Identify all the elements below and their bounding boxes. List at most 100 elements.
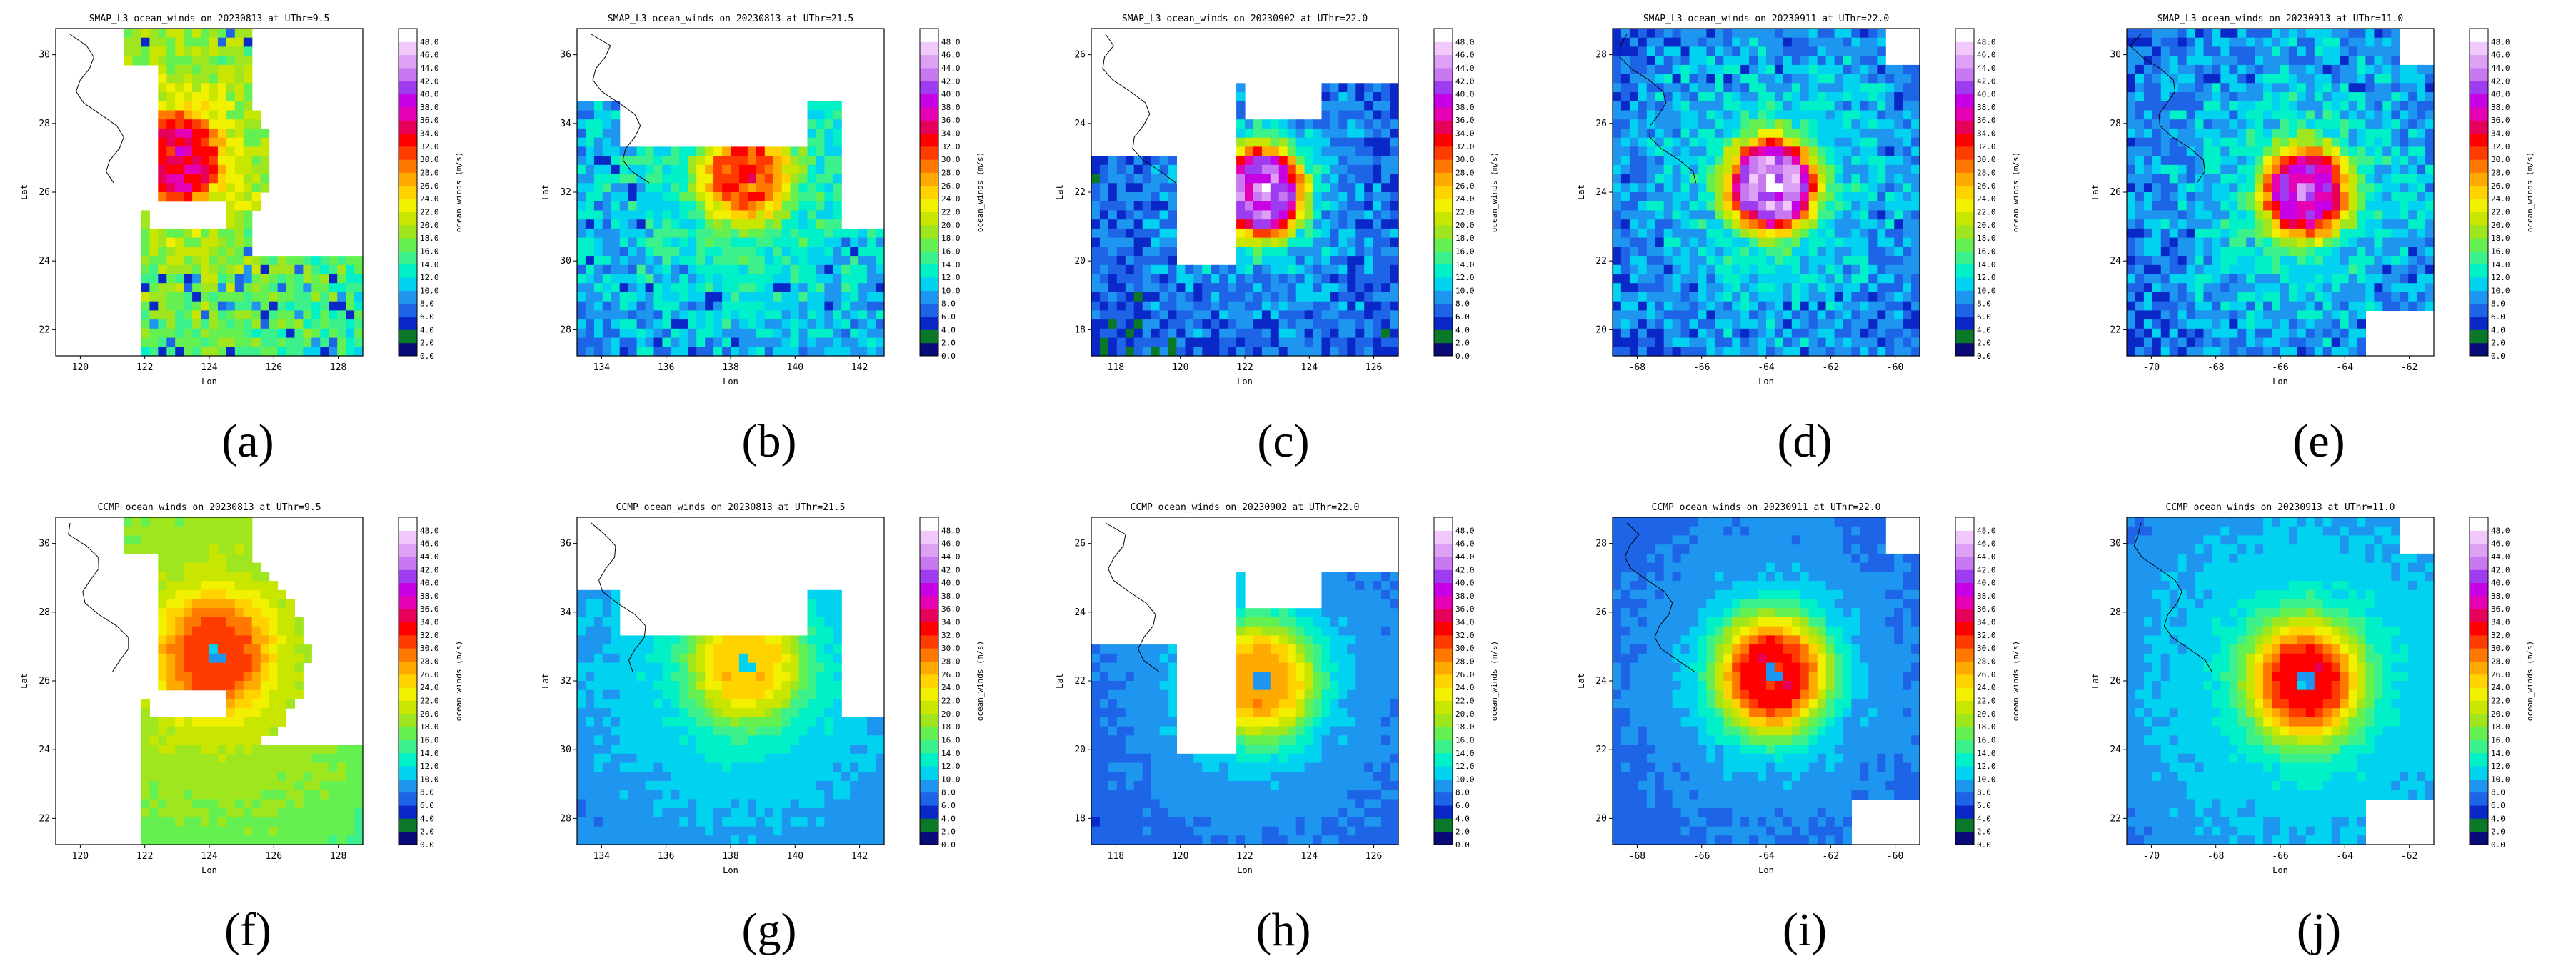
x-tick-label: -64 xyxy=(1758,362,1775,373)
colorbar-tick-label: 38.0 xyxy=(420,103,439,112)
caption-a: (a) xyxy=(221,415,274,467)
colorbar-tick-label: 0.0 xyxy=(1977,840,1991,850)
colorbar-tick-label: 4.0 xyxy=(1977,325,1991,334)
x-tick-label: -62 xyxy=(1823,362,1839,373)
x-tick-label: 128 xyxy=(330,362,346,373)
y-axis-label: Lat xyxy=(19,673,29,689)
x-tick-label: 126 xyxy=(1365,362,1382,373)
colorbar-tick-label: 4.0 xyxy=(1455,325,1470,334)
colorbar-tick-label: 42.0 xyxy=(1977,76,1996,86)
x-tick-label: 120 xyxy=(72,851,89,862)
colorbar-label: ocean_winds (m/s) xyxy=(976,152,985,233)
x-axis-label: Lon xyxy=(723,865,738,875)
y-tick-label: 22 xyxy=(1074,676,1086,687)
y-tick-label: 20 xyxy=(1074,256,1086,267)
colorbar-tick-label: 24.0 xyxy=(1455,683,1475,692)
caption-i: (i) xyxy=(1782,904,1828,956)
colorbar-tick-label: 4.0 xyxy=(2491,325,2505,334)
x-tick-label: -70 xyxy=(2143,851,2160,862)
colorbar-tick-label: 42.0 xyxy=(1455,76,1475,86)
colorbar-tick-label: 12.0 xyxy=(1977,762,1996,771)
x-tick-label: 120 xyxy=(72,362,89,373)
colorbar-tick-label: 8.0 xyxy=(941,788,956,797)
colorbar-tick-label: 4.0 xyxy=(1977,814,1991,823)
x-tick-label: 126 xyxy=(1365,851,1382,862)
x-tick-label: 126 xyxy=(266,851,282,862)
colorbar-tick-label: 10.0 xyxy=(2491,775,2510,784)
colorbar-tick-label: 6.0 xyxy=(2491,801,2505,810)
y-tick-label: 28 xyxy=(1595,539,1607,549)
y-axis-label: Lat xyxy=(541,184,551,200)
y-axis-label: Lat xyxy=(1055,673,1065,689)
colorbar-tick-label: 34.0 xyxy=(1455,618,1475,627)
y-tick-label: 22 xyxy=(1074,187,1086,198)
colorbar-tick-label: 28.0 xyxy=(1455,169,1475,178)
colorbar-tick-label: 38.0 xyxy=(420,592,439,601)
coastline xyxy=(1619,34,1697,184)
colorbar-tick-label: 30.0 xyxy=(1977,155,1996,164)
colorbar-tick-label: 30.0 xyxy=(1455,644,1475,653)
colorbar-tick-label: 12.0 xyxy=(420,762,439,771)
colorbar-tick-label: 6.0 xyxy=(420,312,434,322)
y-tick-label: 28 xyxy=(2110,607,2121,618)
x-tick-label: 120 xyxy=(1172,362,1188,373)
colorbar-tick-label: 24.0 xyxy=(941,194,961,204)
caption-h: (h) xyxy=(1256,904,1311,956)
colorbar-tick-label: 24.0 xyxy=(420,194,439,204)
colorbar-tick-label: 10.0 xyxy=(941,775,961,784)
y-axis-label: Lat xyxy=(1576,184,1586,200)
colorbar-tick-label: 4.0 xyxy=(420,325,434,334)
colorbar-tick-label: 30.0 xyxy=(1455,155,1475,164)
y-tick-label: 30 xyxy=(39,539,50,549)
map-panel-b: SMAP_L3 ocean_winds on 20230813 at UThr=… xyxy=(541,14,985,387)
colorbar-tick-label: 34.0 xyxy=(420,618,439,627)
colorbar-tick-label: 0.0 xyxy=(2491,840,2505,850)
map-panel-d: SMAP_L3 ocean_winds on 20230911 at UThr=… xyxy=(1576,14,2020,387)
colorbar-tick-label: 4.0 xyxy=(941,814,956,823)
colorbar-tick-label: 34.0 xyxy=(941,618,961,627)
colorbar-tick-label: 46.0 xyxy=(941,539,961,549)
colorbar-tick-label: 8.0 xyxy=(420,788,434,797)
colorbar-tick-label: 24.0 xyxy=(1455,194,1475,204)
coastline xyxy=(2129,34,2205,184)
colorbar-tick-label: 40.0 xyxy=(420,579,439,588)
colorbar-tick-label: 18.0 xyxy=(1977,234,1996,243)
colorbar-tick-label: 24.0 xyxy=(420,683,439,692)
colorbar-tick-label: 22.0 xyxy=(1455,697,1475,706)
caption-j: (j) xyxy=(2296,904,2342,956)
colorbar-tick-label: 32.0 xyxy=(1455,142,1475,151)
colorbar-tick-label: 26.0 xyxy=(2491,670,2510,679)
colorbar-tick-label: 0.0 xyxy=(1977,352,1991,361)
colorbar-label: ocean_winds (m/s) xyxy=(2525,641,2535,722)
y-tick-label: 26 xyxy=(39,187,50,198)
colorbar-tick-label: 42.0 xyxy=(1977,565,1996,574)
colorbar-tick-label: 32.0 xyxy=(2491,631,2510,640)
colorbar-tick-label: 10.0 xyxy=(420,286,439,295)
colorbar-tick-label: 20.0 xyxy=(2491,709,2510,719)
y-tick-label: 28 xyxy=(2110,119,2121,129)
colorbar: 0.0 2.0 4.0 6.0 8.0 10.0 12.0 14.0 16.0 18.0 20.0 2… xyxy=(919,28,985,361)
colorbar-tick-label: 20.0 xyxy=(1455,709,1475,719)
colorbar-tick-label: 44.0 xyxy=(1977,64,1996,73)
colorbar-tick-label: 2.0 xyxy=(1977,827,1991,837)
colorbar-tick-label: 10.0 xyxy=(1455,286,1475,295)
y-tick-label: 28 xyxy=(560,813,571,824)
colorbar-tick-label: 24.0 xyxy=(2491,683,2510,692)
panel-title: SMAP_L3 ocean_winds on 20230911 at UThr=… xyxy=(1643,14,1889,24)
colorbar-tick-label: 42.0 xyxy=(420,565,439,574)
colorbar: 0.0 2.0 4.0 6.0 8.0 10.0 12.0 14.0 16.0 18.0 20.0 2… xyxy=(1955,517,2020,850)
colorbar-tick-label: 16.0 xyxy=(1455,247,1475,256)
x-tick-label: 140 xyxy=(787,362,803,373)
y-axis-label: Lat xyxy=(19,184,29,200)
x-tick-label: 134 xyxy=(593,851,611,862)
caption-c: (c) xyxy=(1257,415,1310,467)
x-tick-label: 140 xyxy=(787,851,803,862)
colorbar-tick-label: 22.0 xyxy=(1977,208,1996,217)
wind-field xyxy=(2127,29,2435,357)
y-tick-label: 20 xyxy=(1074,745,1086,755)
map-panel-i: CCMP ocean_winds on 20230911 at UThr=22.… xyxy=(1576,502,2020,875)
colorbar-tick-label: 8.0 xyxy=(1977,299,1991,309)
colorbar: 0.0 2.0 4.0 6.0 8.0 10.0 12.0 14.0 16.0 18.0 20.0 2… xyxy=(2469,517,2535,850)
x-axis-label: Lon xyxy=(723,377,738,387)
colorbar-tick-label: 42.0 xyxy=(941,76,961,86)
